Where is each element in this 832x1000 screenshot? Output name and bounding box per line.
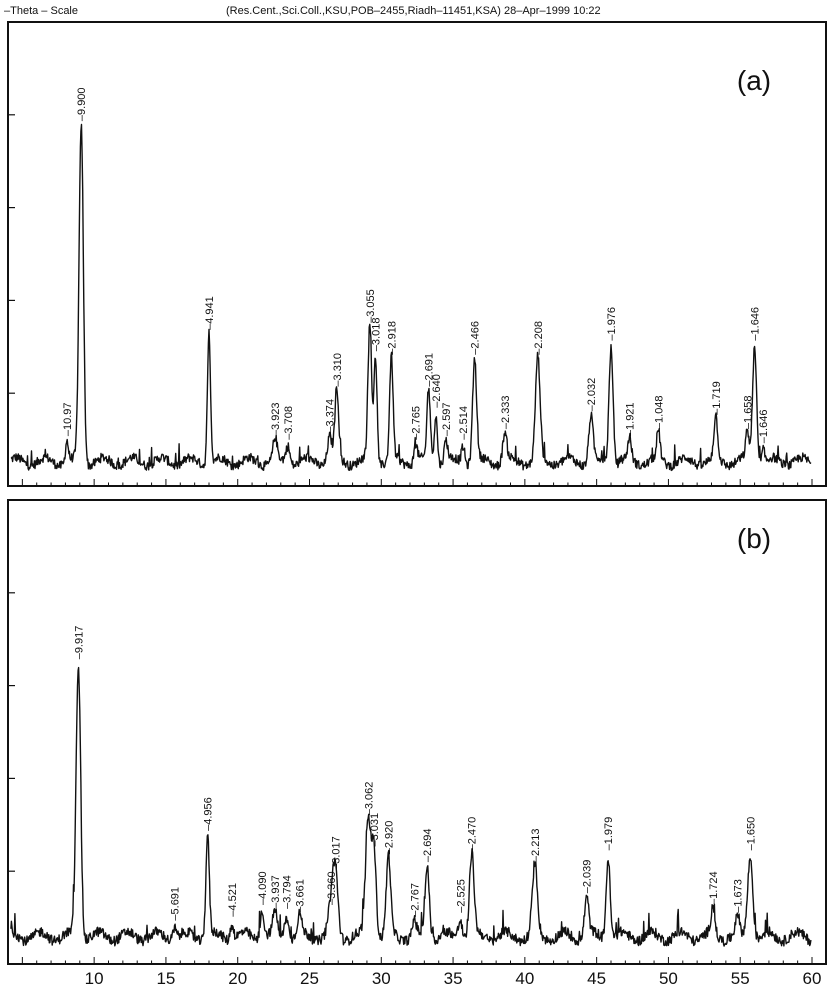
peak-label: –2.694: [422, 828, 434, 862]
peak-label: –3.360: [326, 871, 338, 905]
peak-label: –1.673: [732, 879, 744, 913]
peak-label: –3.923: [270, 402, 282, 436]
peak-label: –2.918: [386, 321, 398, 355]
panel-a: –10.97 –9.900 –4.941 –3.923 –3.708 –3.374 –3.3…: [7, 21, 827, 487]
peak-label: –3.794: [282, 875, 294, 909]
x-tick-label: 30: [372, 969, 391, 988]
peak-label: –2.470: [467, 817, 479, 851]
x-tick-label: 40: [515, 969, 534, 988]
peak-label: –3.310: [332, 353, 344, 387]
x-tick-label: 55: [731, 969, 750, 988]
header: –Theta – Scale (Res.Cent.,Sci.Coll.,KSU,…: [0, 0, 832, 20]
x-tick-label: 45: [587, 969, 606, 988]
peak-label: –2.767: [409, 883, 421, 917]
peak-label: –1.719: [711, 381, 723, 415]
x-tick-label: 50: [659, 969, 678, 988]
peak-label: –1.646: [758, 410, 770, 444]
peak-label: –5.691: [170, 887, 182, 921]
peak-label: –9.917: [73, 626, 85, 660]
peak-label: –2.920: [384, 821, 396, 855]
peak-label: –3.017: [330, 836, 342, 870]
panel-label: (a): [737, 65, 771, 96]
panel-label: (b): [737, 523, 771, 554]
diffraction-trace: [10, 123, 812, 472]
peak-label: –1.921: [625, 402, 637, 436]
peak-label: –2.032: [586, 378, 598, 412]
peak-label: –1.646: [750, 307, 762, 341]
peak-label: –3.062: [363, 782, 375, 816]
panel-frame: [7, 499, 827, 965]
peak-label: –4.941: [204, 296, 216, 330]
peak-label: –3.937: [270, 875, 282, 909]
peak-label: –2.333: [500, 395, 512, 429]
diffraction-trace: [10, 666, 812, 947]
x-tick-label: 25: [300, 969, 319, 988]
peak-label: –2.039: [582, 860, 594, 894]
peak-label: –2.213: [530, 828, 542, 862]
x-tick-label: 35: [444, 969, 463, 988]
peak-label: –3.708: [283, 406, 295, 440]
peak-label: –1.724: [708, 871, 720, 905]
peak-label: –1.976: [606, 307, 618, 341]
peak-label: –2.691: [424, 353, 436, 387]
peak-label: –3.374: [325, 399, 337, 433]
peak-label: –2.640: [431, 374, 443, 408]
panel-b: 10 15 20 25 30 35 40 45 50 55 60 –9.917 –5.691 –4.956…: [7, 499, 827, 988]
x-tick-label: 60: [803, 969, 822, 988]
panel-frame: [7, 21, 827, 487]
peak-label: –1.979: [603, 817, 615, 851]
peak-label: –3.661: [294, 879, 306, 913]
peak-label: –1.650: [745, 817, 757, 851]
x-tick-label: 10: [85, 969, 104, 988]
peak-label: –4.521: [227, 883, 239, 917]
peak-label: –4.956: [203, 797, 215, 831]
peak-label: –4.090: [257, 871, 269, 905]
peak-label: –2.765: [411, 406, 423, 440]
peak-label: –3.055: [365, 289, 377, 323]
scale-title: –Theta – Scale: [4, 5, 78, 17]
peak-label: –2.514: [458, 406, 470, 440]
peak-label: –2.466: [470, 321, 482, 355]
x-tick-label: 15: [156, 969, 175, 988]
peak-label: –9.900: [76, 87, 88, 121]
peak-label: –2.597: [441, 402, 453, 436]
instrument-info: (Res.Cent.,Sci.Coll.,KSU,POB–2455,Riadh–…: [226, 5, 601, 17]
peak-label: –3.018: [371, 318, 383, 352]
x-tick-label: 20: [228, 969, 247, 988]
peak-label: –2.525: [455, 879, 467, 913]
peak-label: –10.97: [62, 402, 74, 436]
peak-label: –3.031: [369, 813, 381, 847]
peak-label: –1.658: [742, 395, 754, 429]
peak-label: –2.208: [533, 321, 545, 355]
peak-label: –1.048: [653, 395, 665, 429]
